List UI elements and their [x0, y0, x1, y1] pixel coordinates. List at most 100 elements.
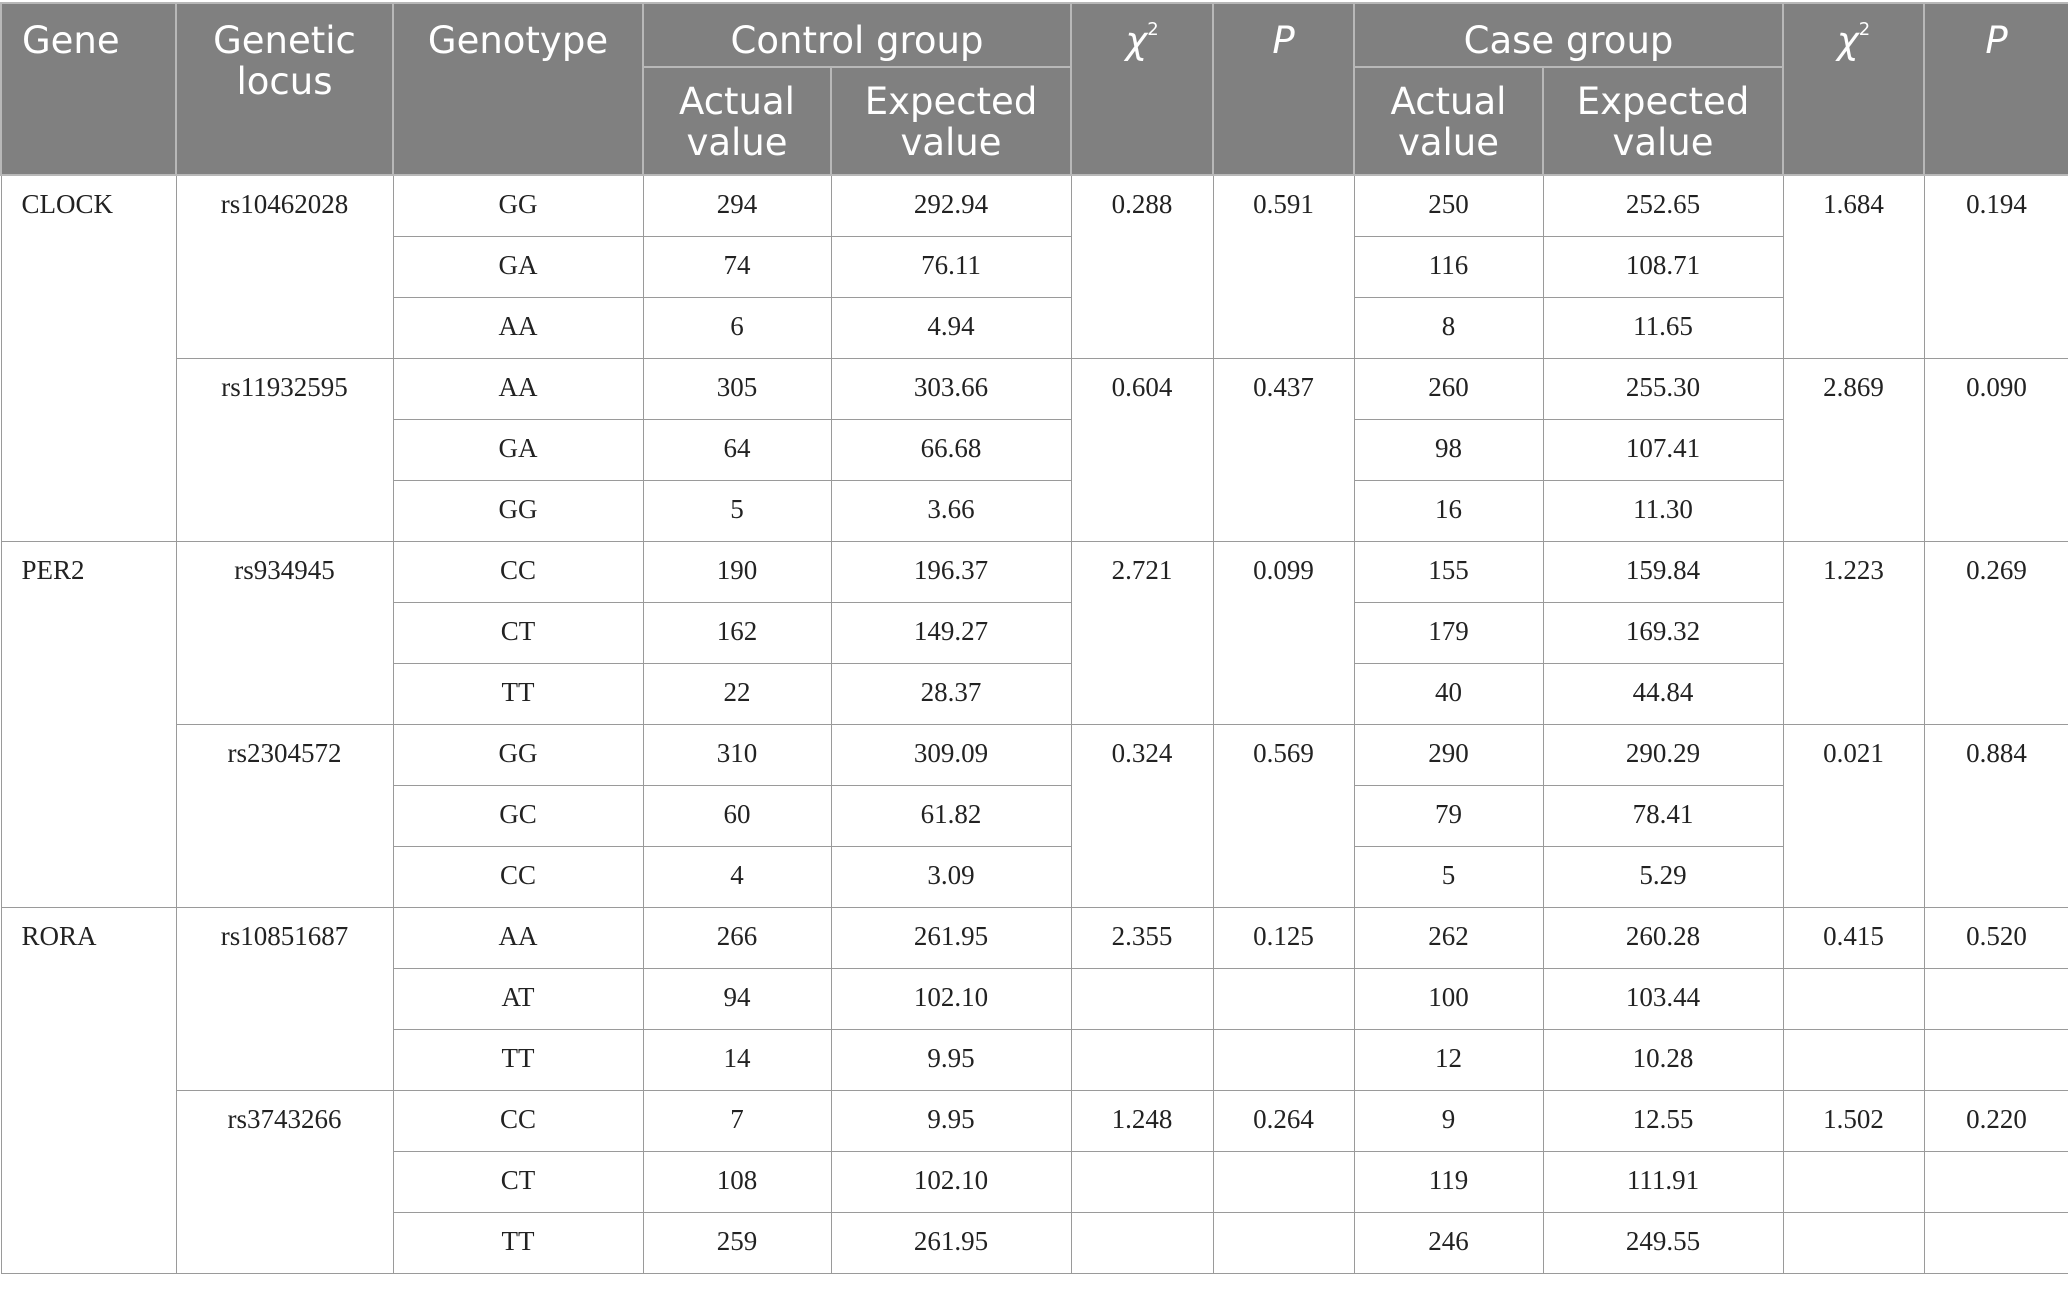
control-actual-cell: 4	[642, 845, 832, 908]
case-actual-cell: 250	[1353, 174, 1544, 237]
control-expected-cell: 261.95	[830, 906, 1072, 969]
control-chi-square-cell	[1070, 480, 1214, 542]
genetic-locus-cell	[175, 236, 394, 297]
control-actual-cell: 266	[642, 906, 832, 969]
control-actual-cell: 310	[642, 723, 832, 786]
control-p-cell	[1212, 663, 1355, 725]
table-row: AA 6 4.94 8 11.65	[0, 296, 2068, 359]
case-expected-cell: 159.84	[1542, 540, 1784, 603]
case-p-cell: 0.269	[1923, 540, 2068, 602]
case-chi-square-cell	[1782, 846, 1925, 908]
case-expected-cell: 255.30	[1542, 357, 1784, 420]
case-chi-square-cell: 1.502	[1782, 1089, 1925, 1152]
gene-cell: RORA	[0, 906, 177, 968]
chi-superscript: 2	[1858, 19, 1871, 40]
gene-cell: CLOCK	[0, 174, 177, 236]
case-p-cell: 0.090	[1923, 357, 2068, 419]
table-row: TT 259 261.95 246 249.55	[0, 1211, 2068, 1274]
genetic-locus-cell	[175, 1151, 394, 1212]
genotype-cell: CC	[392, 845, 644, 908]
case-expected-cell: 249.55	[1542, 1211, 1784, 1274]
control-actual-cell: 294	[642, 174, 832, 237]
control-chi-square-cell	[1070, 297, 1214, 359]
control-p-cell	[1212, 1150, 1355, 1213]
chi-symbol: χ	[1836, 19, 1859, 62]
gene-cell	[0, 236, 177, 297]
case-chi-square-cell	[1782, 236, 1925, 297]
control-expected-cell: 3.66	[830, 479, 1072, 542]
header-case-chi-square: χ2	[1782, 2, 1925, 176]
gene-cell	[0, 1151, 177, 1212]
gene-cell	[0, 785, 177, 846]
case-p-cell: 0.884	[1923, 723, 2068, 785]
hwe-table: Gene Genetic locus Genotype Control grou…	[0, 2, 2068, 1274]
genetic-locus-cell	[175, 1029, 394, 1091]
control-expected-cell: 4.94	[830, 296, 1072, 359]
case-p-cell: 0.194	[1923, 174, 2068, 236]
case-actual-cell: 98	[1353, 418, 1544, 481]
control-chi-square-cell: 2.721	[1070, 540, 1214, 602]
chi-symbol: χ	[1125, 19, 1148, 62]
genetic-locus-cell	[175, 297, 394, 359]
gene-cell	[0, 1212, 177, 1274]
control-chi-square-cell	[1070, 1150, 1214, 1213]
gene-cell	[0, 297, 177, 358]
control-actual-cell: 108	[642, 1150, 832, 1213]
control-p-cell	[1212, 1211, 1355, 1274]
case-expected-cell: 260.28	[1542, 906, 1784, 969]
case-expected-cell: 10.28	[1542, 1028, 1784, 1091]
genotype-cell: AT	[392, 967, 644, 1030]
genetic-locus-cell: rs11932595	[175, 357, 394, 419]
control-chi-square-cell: 0.324	[1070, 723, 1214, 785]
case-chi-square-cell: 0.021	[1782, 723, 1925, 785]
genetic-locus-cell	[175, 602, 394, 663]
control-chi-square-cell	[1070, 967, 1214, 1030]
control-chi-square-cell: 0.604	[1070, 357, 1214, 419]
case-actual-cell: 100	[1353, 967, 1544, 1030]
gene-cell	[0, 1029, 177, 1090]
header-case-p: P	[1923, 2, 2068, 176]
case-chi-square-cell: 2.869	[1782, 357, 1925, 419]
table-row: CT 162 149.27 179 169.32	[0, 601, 2068, 664]
genotype-cell: CT	[392, 601, 644, 664]
genotype-cell: CC	[392, 540, 644, 603]
case-expected-cell: 12.55	[1542, 1089, 1784, 1152]
case-chi-square-cell	[1782, 785, 1925, 846]
control-chi-square-cell	[1070, 1211, 1214, 1274]
control-p-cell: 0.437	[1212, 357, 1355, 419]
genotype-cell: GA	[392, 418, 644, 481]
header-gene: Gene	[0, 2, 177, 176]
control-p-cell	[1212, 785, 1355, 846]
case-p-cell	[1923, 1211, 2068, 1274]
control-actual-cell: 60	[642, 784, 832, 847]
case-p-cell	[1923, 663, 2068, 725]
control-expected-cell: 3.09	[830, 845, 1072, 908]
case-chi-square-cell	[1782, 419, 1925, 480]
control-chi-square-cell	[1070, 846, 1214, 908]
control-actual-cell: 64	[642, 418, 832, 481]
control-expected-cell: 61.82	[830, 784, 1072, 847]
header-genotype: Genotype	[392, 2, 644, 176]
control-actual-cell: 74	[642, 235, 832, 298]
control-chi-square-cell	[1070, 236, 1214, 297]
genetic-locus-cell: rs10462028	[175, 174, 394, 236]
case-p-cell	[1923, 419, 2068, 480]
table-row: rs11932595 AA 305 303.66 0.604 0.437 260 255.30…	[0, 357, 2068, 420]
header-genetic-locus: Genetic locus	[175, 2, 394, 176]
case-actual-cell: 246	[1353, 1211, 1544, 1274]
case-p-cell	[1923, 1150, 2068, 1213]
table-row: TT 22 28.37 40 44.84	[0, 662, 2068, 725]
control-p-cell	[1212, 846, 1355, 908]
control-p-cell	[1212, 602, 1355, 663]
control-expected-cell: 66.68	[830, 418, 1072, 481]
genotype-cell: GA	[392, 235, 644, 298]
header-control-actual-value: Actual value	[642, 66, 832, 176]
table-row: GA 74 76.11 116 108.71	[0, 235, 2068, 298]
case-actual-cell: 155	[1353, 540, 1544, 603]
control-p-cell	[1212, 1028, 1355, 1091]
genetic-locus-cell	[175, 1212, 394, 1274]
case-actual-cell: 12	[1353, 1028, 1544, 1091]
table-row: rs3743266 CC 7 9.95 1.248 0.264 9 12.55 1.502 0.2…	[0, 1089, 2068, 1152]
genotype-cell: TT	[392, 1028, 644, 1091]
gene-cell	[0, 480, 177, 542]
